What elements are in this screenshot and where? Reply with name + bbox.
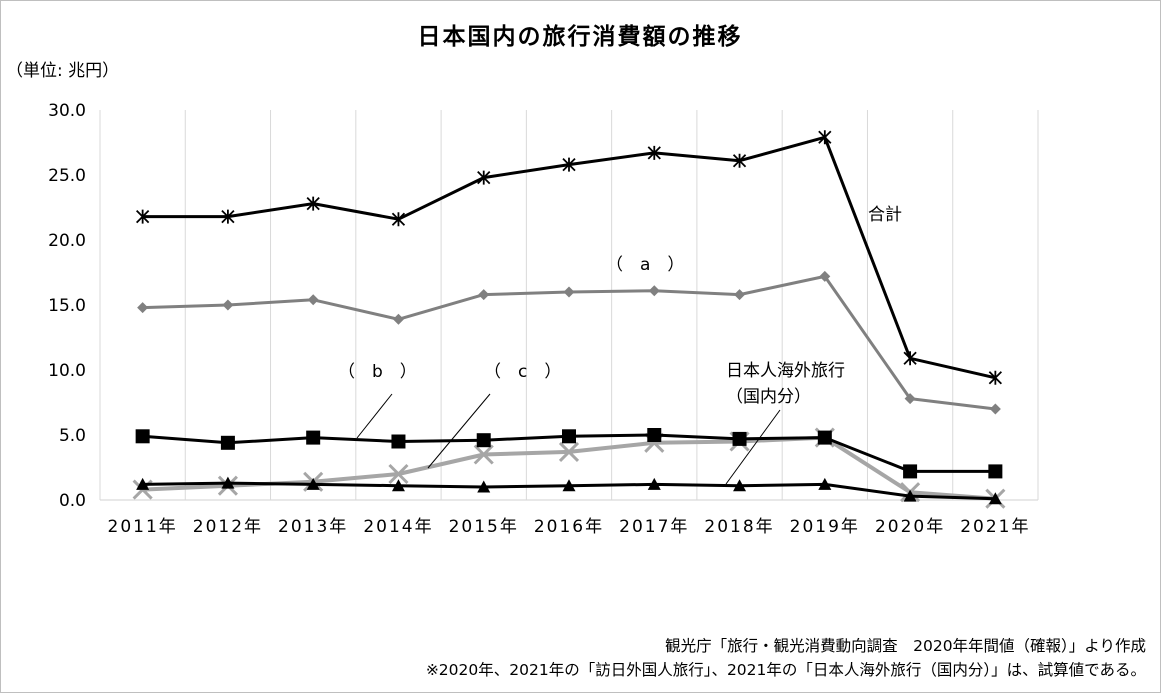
data-point — [391, 212, 406, 227]
data-point — [647, 477, 661, 490]
data-point — [647, 145, 661, 160]
data-point — [392, 313, 404, 325]
data-point — [391, 479, 405, 492]
x-tick-label: 2014年 — [363, 517, 433, 537]
data-point — [136, 477, 150, 490]
data-point — [903, 351, 917, 366]
y-tick-label: 25.0 — [48, 166, 86, 186]
data-point — [903, 489, 917, 502]
data-point — [477, 480, 491, 493]
data-point — [135, 429, 150, 444]
data-point — [306, 430, 321, 445]
data-point — [562, 479, 576, 492]
data-point — [222, 299, 234, 311]
y-tick-label: 5.0 — [59, 426, 86, 446]
data-point — [988, 370, 1002, 385]
data-point — [558, 441, 580, 462]
data-point — [989, 403, 1001, 415]
x-tick-label: 2011年 — [108, 517, 178, 537]
data-point — [903, 464, 918, 479]
data-point — [388, 463, 409, 485]
data-point — [306, 196, 320, 211]
x-tick-label: 2013年 — [278, 517, 348, 537]
y-tick-label: 0.0 — [59, 491, 86, 511]
series-group — [132, 130, 1006, 509]
data-point — [477, 170, 491, 185]
x-tick-label: 2018年 — [704, 517, 774, 537]
data-point — [732, 431, 747, 446]
data-point — [306, 477, 320, 490]
leader-line-c — [427, 393, 491, 469]
annotations: 合計 （ a ） （ b ） （ c ） 日本人海外旅行 （国内分） — [338, 205, 902, 485]
data-point — [988, 492, 1002, 505]
series-b — [135, 428, 1003, 479]
data-point — [563, 286, 575, 298]
data-point — [135, 209, 150, 224]
y-tick-label: 15.0 — [48, 296, 86, 316]
series-total — [135, 130, 1002, 385]
data-point — [817, 430, 832, 445]
data-point — [478, 289, 490, 301]
data-point — [307, 294, 319, 306]
data-point — [648, 285, 660, 297]
series-overseas — [136, 476, 1002, 505]
label-c: （ c ） — [484, 362, 561, 382]
y-tick-label: 30.0 — [48, 101, 86, 121]
data-point — [137, 302, 149, 314]
chart-title: 日本国内の旅行消費額の推移 — [418, 23, 743, 50]
unit-label: （単位: 兆円） — [6, 61, 119, 81]
data-point — [733, 479, 747, 492]
data-point — [476, 433, 491, 448]
y-axis-ticks: 0.0 5.0 10.0 15.0 20.0 25.0 30.0 — [48, 101, 86, 511]
data-point — [562, 429, 576, 444]
data-point — [221, 209, 235, 224]
data-point — [988, 464, 1003, 479]
data-point — [732, 153, 747, 168]
data-point — [819, 270, 831, 282]
source-note: 観光庁「旅行・観光消費動向調査 2020年年間値（確報）」より作成 — [665, 637, 1146, 655]
label-a: （ a ） — [606, 255, 684, 275]
data-point — [734, 289, 746, 301]
data-point — [221, 476, 235, 489]
data-point — [818, 130, 832, 145]
x-tick-label: 2019年 — [790, 517, 860, 537]
data-point — [562, 157, 576, 172]
x-tick-label: 2017年 — [619, 517, 689, 537]
data-point — [647, 428, 662, 442]
data-point — [818, 477, 832, 490]
footnote: ※2020年、2021年の「訪日外国人旅行」、2021年の「日本人海外旅行（国内… — [426, 660, 1146, 679]
series-a — [137, 270, 1001, 415]
data-point — [391, 434, 406, 449]
x-tick-label: 2012年 — [193, 517, 263, 537]
leader-line-b — [356, 393, 393, 439]
leader-line-overseas — [725, 409, 781, 485]
data-point — [220, 435, 235, 450]
label-b: （ b ） — [338, 362, 417, 382]
label-total: 合計 — [868, 205, 902, 225]
data-point — [904, 393, 916, 405]
y-tick-label: 20.0 — [48, 231, 86, 251]
label-overseas: 日本人海外旅行 — [726, 361, 845, 381]
x-axis-ticks: 2011年 2012年 2013年 2014年 2015年 2016年 2017年 2018年… — [108, 517, 1030, 537]
data-point — [473, 444, 494, 465]
x-tick-label: 2015年 — [449, 517, 519, 537]
label-overseas-line2: （国内分） — [726, 387, 811, 407]
x-tick-label: 2020年 — [875, 517, 945, 537]
x-tick-label: 2016年 — [534, 517, 604, 537]
y-tick-label: 10.0 — [48, 361, 86, 381]
x-tick-label: 2021年 — [960, 517, 1030, 537]
